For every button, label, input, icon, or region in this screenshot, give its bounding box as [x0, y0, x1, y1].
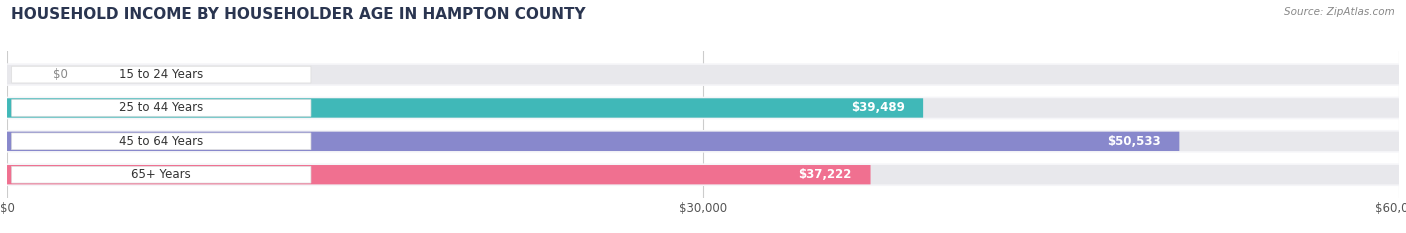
FancyBboxPatch shape	[7, 63, 1399, 86]
FancyBboxPatch shape	[7, 132, 1180, 151]
Text: $0: $0	[53, 68, 69, 81]
Text: 15 to 24 Years: 15 to 24 Years	[120, 68, 204, 81]
FancyBboxPatch shape	[11, 100, 311, 116]
FancyBboxPatch shape	[11, 166, 311, 183]
Text: HOUSEHOLD INCOME BY HOUSEHOLDER AGE IN HAMPTON COUNTY: HOUSEHOLD INCOME BY HOUSEHOLDER AGE IN H…	[11, 7, 586, 22]
Text: $37,222: $37,222	[799, 168, 852, 181]
FancyBboxPatch shape	[7, 130, 1399, 153]
Text: 25 to 44 Years: 25 to 44 Years	[120, 102, 204, 114]
FancyBboxPatch shape	[11, 66, 311, 83]
FancyBboxPatch shape	[7, 98, 1399, 118]
Text: $39,489: $39,489	[851, 102, 904, 114]
FancyBboxPatch shape	[7, 132, 1399, 151]
FancyBboxPatch shape	[7, 165, 870, 184]
FancyBboxPatch shape	[7, 163, 1399, 186]
FancyBboxPatch shape	[7, 65, 1399, 84]
FancyBboxPatch shape	[7, 97, 1399, 119]
Text: 65+ Years: 65+ Years	[131, 168, 191, 181]
FancyBboxPatch shape	[7, 165, 1399, 184]
Text: 45 to 64 Years: 45 to 64 Years	[120, 135, 204, 148]
FancyBboxPatch shape	[11, 133, 311, 150]
Text: $50,533: $50,533	[1107, 135, 1161, 148]
FancyBboxPatch shape	[7, 98, 924, 118]
Text: Source: ZipAtlas.com: Source: ZipAtlas.com	[1284, 7, 1395, 17]
